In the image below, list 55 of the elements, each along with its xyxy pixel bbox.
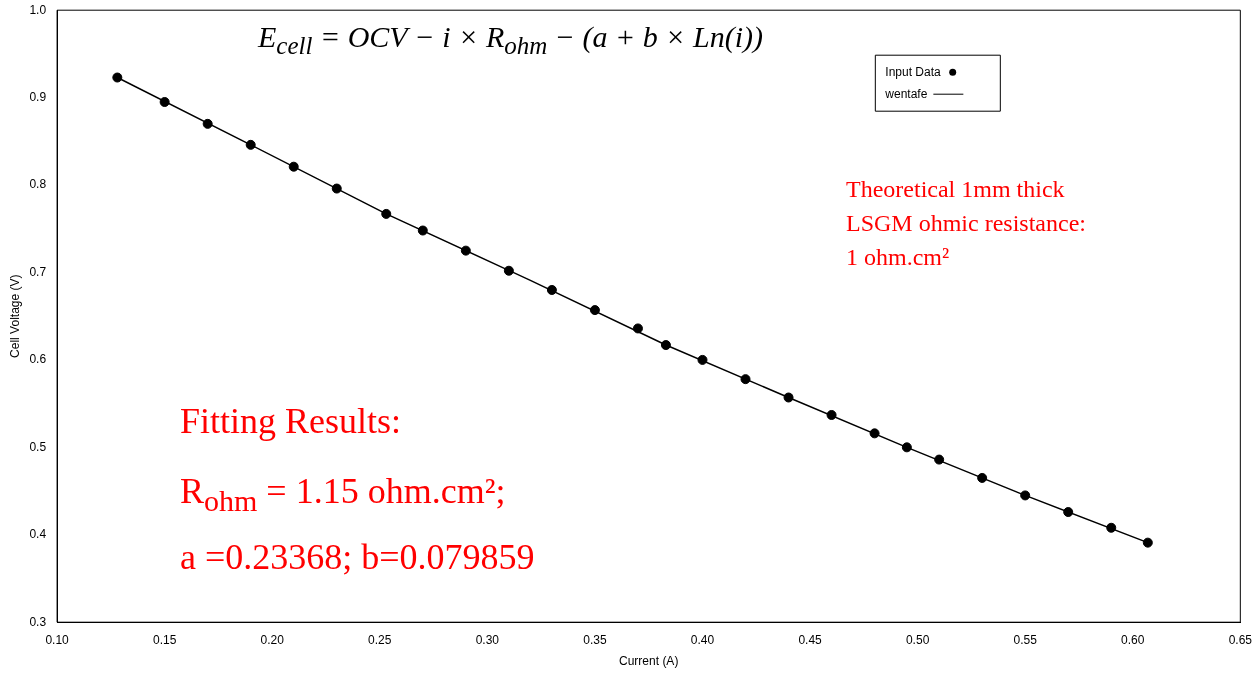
x-tick-label: 0.25 — [368, 632, 392, 647]
point — [112, 72, 123, 83]
point — [1142, 537, 1153, 548]
point — [869, 428, 880, 439]
y-tick-label: 0.6 — [29, 352, 47, 367]
y-tick-label: 0.5 — [29, 439, 47, 454]
point — [934, 454, 945, 465]
point — [503, 265, 514, 276]
y-tick-label: 0.7 — [29, 264, 47, 279]
annotation: a =0.23368; b=0.079859 — [180, 536, 535, 578]
x-tick-label: 0.55 — [1013, 632, 1038, 647]
point — [381, 208, 392, 219]
point — [159, 97, 170, 107]
y-tick-label: 1.0 — [29, 2, 47, 17]
y-tick-label: 0.4 — [29, 527, 47, 542]
point — [288, 161, 299, 172]
point — [460, 245, 471, 256]
x-tick-label: 0.15 — [152, 632, 177, 647]
point — [660, 340, 671, 351]
point — [697, 354, 708, 365]
legend-label: Input Data — [885, 64, 942, 79]
x-tick-label: 0.60 — [1121, 632, 1145, 647]
point — [977, 472, 988, 483]
y-tick-label: 0.8 — [29, 177, 47, 192]
x-axis-title: Current (A) — [619, 654, 679, 669]
y-tick-label: 0.3 — [29, 614, 47, 629]
x-tick-label: 0.30 — [475, 632, 500, 647]
x-tick-label: 0.45 — [798, 632, 823, 647]
x-tick-label: 0.20 — [260, 632, 285, 647]
point — [632, 323, 643, 334]
point — [783, 392, 794, 403]
x-tick-label: 0.35 — [583, 632, 607, 647]
point — [589, 305, 600, 316]
x-tick-label: 0.50 — [905, 632, 930, 647]
annotation: Theoretical 1mm thick LSGM ohmic resistance: 1 ohm.cm² — [846, 175, 1086, 272]
point — [740, 374, 751, 385]
point — [901, 442, 912, 453]
y-tick-label: 0.9 — [29, 89, 47, 104]
point — [1020, 490, 1031, 501]
point — [546, 284, 557, 295]
annotation: Fitting Results: — [180, 400, 402, 442]
x-tick-label: 0.65 — [1228, 632, 1253, 647]
point — [245, 139, 256, 150]
point — [417, 225, 428, 236]
x-tick-label: 0.40 — [690, 632, 715, 647]
annotation: E$_{cell}$ = OCV − i × R$_{ohm}$ − (a + b × Ln(i)) — [258, 20, 764, 60]
point — [1106, 522, 1117, 533]
x-tick-label: 0.10 — [45, 632, 70, 647]
annotation: R$_{ohm}$ = 1.15 ohm.cm²; — [180, 470, 506, 519]
y-axis-title: Cell Voltage (V) — [7, 274, 22, 358]
point — [331, 183, 342, 194]
point — [826, 409, 837, 420]
point — [1063, 507, 1074, 518]
legend-label: wentafe — [884, 86, 928, 101]
point — [202, 118, 213, 129]
